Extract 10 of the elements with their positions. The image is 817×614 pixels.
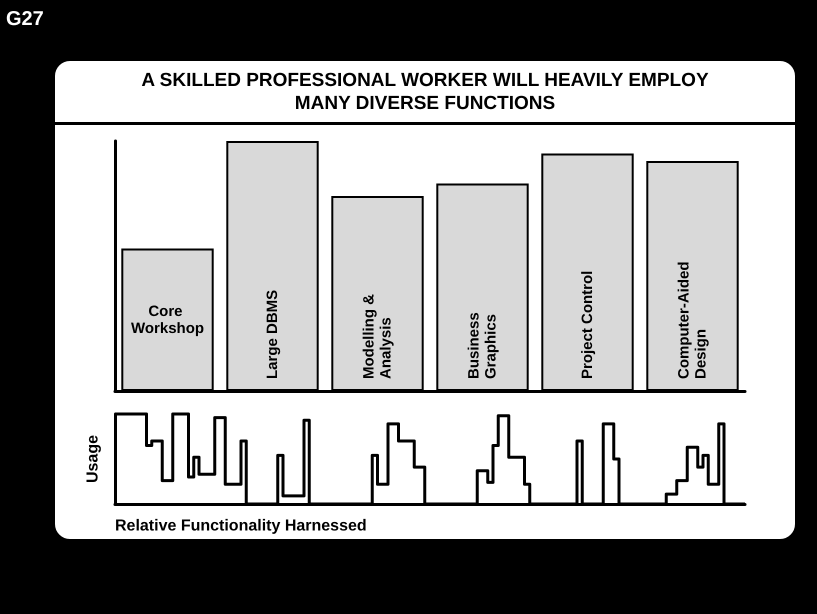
x-axis-title: Relative Functionality Harnessed	[115, 518, 367, 534]
x-tick-label: Project Control	[579, 270, 596, 379]
x-tick-label: Large DBMS	[264, 290, 281, 379]
chart-title: A SKILLED PROFESSIONAL WORKER WILL HEAVILY EMPLOY MANY DIVERSE FUNCTIONS	[55, 61, 795, 125]
x-tick-label: Business Graphics	[466, 308, 500, 379]
text: G27	[6, 8, 44, 31]
y-axis-title: Usage	[84, 434, 102, 484]
x-tick-label: Modelling & Analysis	[360, 290, 394, 379]
x-tick-label: Core Workshop	[130, 302, 204, 337]
x-tick-label: Computer-Aided Design	[676, 257, 710, 379]
